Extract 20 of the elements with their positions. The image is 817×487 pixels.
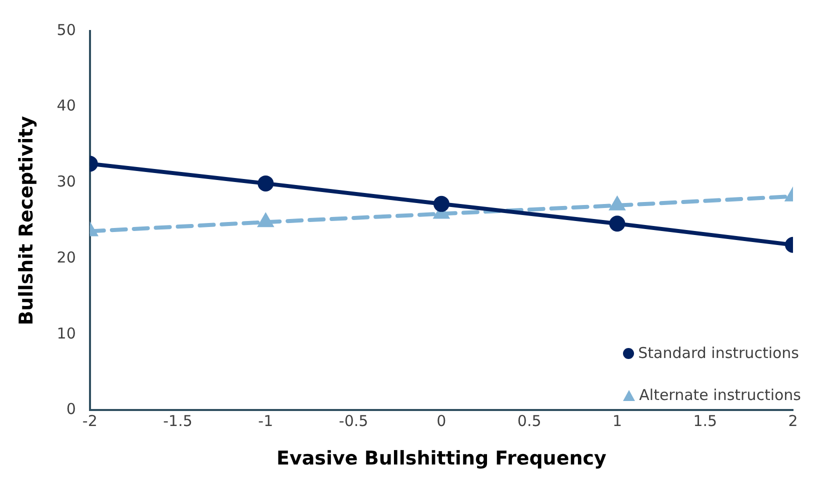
legend-label: Standard instructions [638, 344, 799, 362]
x-tick-label: 1 [612, 412, 622, 430]
y-tick-label: 30 [56, 172, 76, 191]
x-tick-label: 1.5 [693, 412, 718, 430]
y-tick-label: 10 [56, 324, 76, 342]
x-tick-label: -1.5 [163, 412, 192, 430]
x-axis-title: Evasive Bullshitting Frequency [276, 448, 608, 470]
x-tick-label: -1 [258, 412, 274, 430]
y-tick-label: 20 [56, 248, 76, 266]
x-tick-label: -0.5 [338, 412, 368, 430]
x-tick-label: 2 [788, 412, 798, 430]
x-tick-label: 0 [436, 412, 446, 430]
x-tick-label: -2 [82, 412, 98, 430]
y-tick-label: 40 [56, 96, 76, 115]
point [433, 196, 450, 212]
y-axis-title: Bullshit Receptivity [15, 115, 38, 326]
y-tick-label: 50 [56, 20, 76, 39]
x-tick-label: 0.5 [517, 412, 542, 430]
legend-label: Alternate instructions [639, 386, 801, 404]
y-tick-label: 0 [66, 400, 76, 418]
